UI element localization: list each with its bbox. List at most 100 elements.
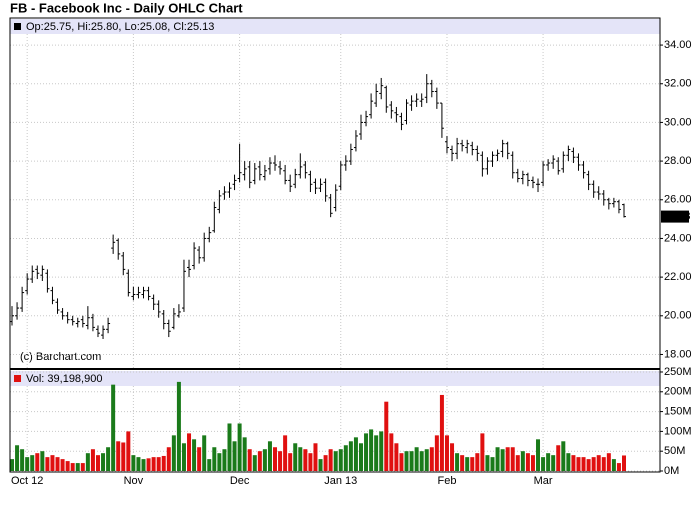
volume-bar [111,384,116,471]
volume-bar [510,447,515,471]
y-tick-label: 22.00 [664,271,692,283]
volume-bar [90,449,95,471]
y-tick-label: 100M [664,425,692,437]
volume-bar [389,433,394,471]
volume-bar [374,435,379,471]
volume-bar [247,449,252,471]
x-tick-label: Nov [124,475,144,487]
volume-bar [15,445,20,471]
volume-bar [171,435,176,471]
plot: Oct 12 Nov Dec Jan 13 Feb Mar 18.00 20.00 22.00 2… [10,34,692,487]
volume-bar [303,449,308,471]
volume-bar [343,445,348,471]
volume-bar [318,459,323,471]
volume-bar [566,453,571,471]
y-tick-label: 34.00 [664,39,692,51]
volume-bar [283,435,288,471]
volume-bar [222,449,227,471]
y-tick-label: 32.00 [664,78,692,90]
y-tick-label: 26.00 [664,194,692,206]
volume-bar [348,441,353,471]
volume-bar [65,461,70,471]
volume-bar [75,463,80,471]
volume-bar [561,441,566,471]
legend-text: Vol: 39,198,900 [26,373,102,385]
volume-bar [166,447,171,471]
volume-bar [45,457,50,471]
volume-bar [556,445,561,471]
volume-bar [192,439,197,471]
volume-bar [551,455,556,471]
volume-bar [298,447,303,471]
volume-bar [80,463,85,471]
volume-bar [394,443,399,471]
y-tick-label: 200M [664,386,692,398]
volume-bar [252,455,257,471]
volume-bar [606,453,611,471]
volume-bar [25,457,30,471]
volume-bar [60,459,65,471]
volume-bar [338,449,343,471]
volume-bar [267,441,272,471]
volume-bar [20,449,25,471]
x-tick-label: Dec [230,475,250,487]
volume-bar [455,453,460,471]
volume-bar [520,451,525,471]
volume-bar [369,429,374,471]
volume-bar [187,433,192,471]
volume-bar [141,459,146,471]
volume-bar [601,457,606,471]
x-tick-label: Mar [534,475,553,487]
volume-bar [131,455,136,471]
volume-bar [232,441,237,471]
x-tick-label: Oct 12 [11,475,43,487]
volume-bar [465,457,470,471]
volume-bar [424,449,429,471]
y-tick-label: 20.00 [664,310,692,322]
volume-bar [444,435,449,471]
volume-bar [576,457,581,471]
volume-bar [55,457,60,471]
volume-bar [257,451,262,471]
volume-bar [622,455,626,471]
y-tick-label: 150M [664,405,692,417]
volume-bar [181,443,186,471]
last-price-label: 25.13 [663,210,691,222]
volume-bar [85,453,90,471]
volume-bar [358,443,363,471]
volume-bar [262,449,267,471]
volume-bar [384,401,389,471]
volume-bar [571,455,576,471]
volume-bar [616,463,621,471]
volume-bar [399,453,404,471]
x-tick-label: Jan 13 [324,475,357,487]
volume-bar [500,449,505,471]
volume-bar [333,451,338,471]
volume-bar [207,459,212,471]
legend-swatch [14,375,21,382]
volume-bar [505,447,510,471]
volume-bar [30,455,35,471]
volume-bar [161,455,166,471]
volume-bar [293,443,298,471]
legend-strip [10,371,660,386]
volume-bar [242,437,247,471]
volume-bar [106,447,111,471]
volume-bar [404,451,409,471]
volume-bar [136,457,141,471]
volume-bar [323,455,328,471]
volume-bar [126,431,131,471]
volume-bar [611,459,616,471]
volume-bar [10,459,14,471]
volume-bar [419,451,424,471]
frame [9,17,661,473]
volume-bar [101,453,106,471]
volume-bar [278,451,283,471]
volume-bar [308,453,313,471]
x-tick-label: Feb [437,475,456,487]
volume-bar [470,457,475,471]
legend-swatch [14,23,21,30]
volume-bar [586,459,591,471]
volume-bar [197,447,202,471]
